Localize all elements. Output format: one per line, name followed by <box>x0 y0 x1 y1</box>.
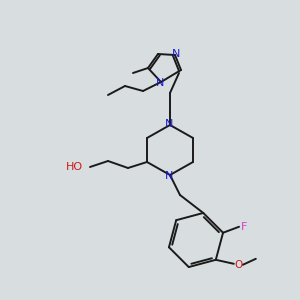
Text: N: N <box>165 119 173 129</box>
Text: N: N <box>156 78 164 88</box>
Text: F: F <box>241 222 247 232</box>
Text: N: N <box>165 171 173 181</box>
Text: O: O <box>235 260 243 270</box>
Text: HO: HO <box>65 162 83 172</box>
Text: N: N <box>172 49 180 59</box>
